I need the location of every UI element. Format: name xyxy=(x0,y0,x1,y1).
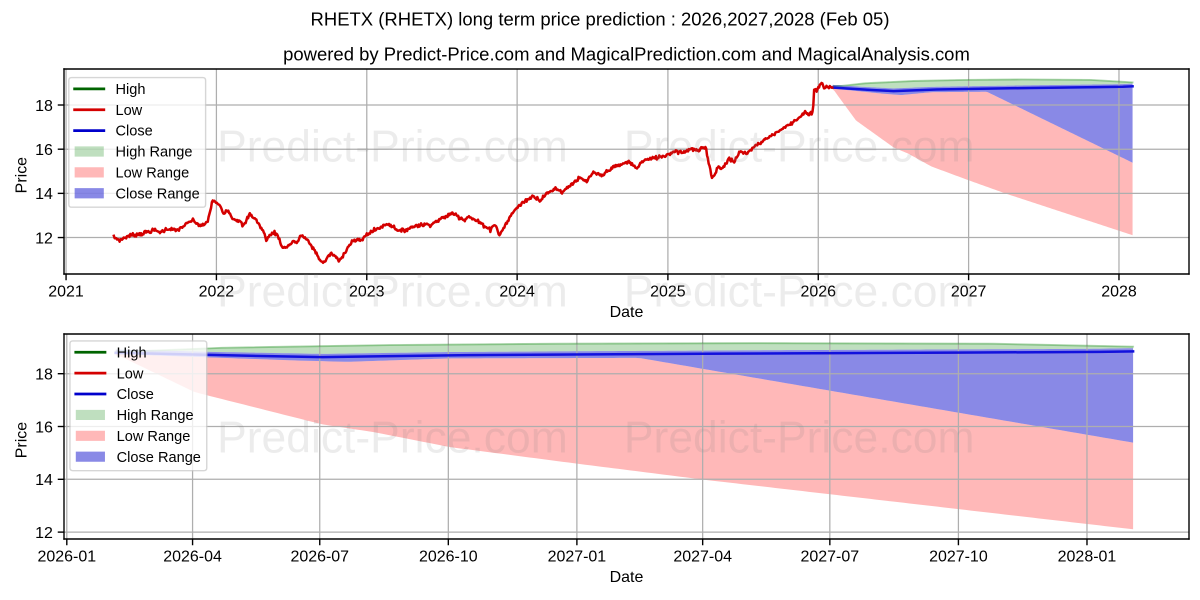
svg-text:powered by Predict-Price.com a: powered by Predict-Price.com and Magical… xyxy=(283,44,970,65)
svg-text:Predict-Price.com: Predict-Price.com xyxy=(624,413,975,462)
svg-text:Price: Price xyxy=(14,422,31,459)
svg-text:Predict-Price.com: Predict-Price.com xyxy=(217,267,568,316)
svg-text:Predict-Price.com: Predict-Price.com xyxy=(217,122,568,171)
svg-text:Predict-Price.com: Predict-Price.com xyxy=(624,267,975,316)
svg-text:2028: 2028 xyxy=(1101,284,1137,301)
svg-text:2028-01: 2028-01 xyxy=(1058,549,1117,566)
svg-text:16: 16 xyxy=(35,419,53,436)
svg-text:16: 16 xyxy=(35,142,53,159)
svg-text:Predict-Price.com: Predict-Price.com xyxy=(624,122,975,171)
svg-text:Date: Date xyxy=(610,569,644,586)
svg-text:Low Range: Low Range xyxy=(117,429,191,445)
svg-text:2026-10: 2026-10 xyxy=(419,549,478,566)
svg-text:2026-04: 2026-04 xyxy=(163,549,222,566)
svg-text:Close Range: Close Range xyxy=(117,450,201,466)
svg-text:Close: Close xyxy=(117,387,154,403)
svg-text:High: High xyxy=(117,345,147,361)
svg-text:High: High xyxy=(115,82,145,98)
svg-text:2026-01: 2026-01 xyxy=(37,549,96,566)
svg-text:2021: 2021 xyxy=(48,284,84,301)
svg-text:14: 14 xyxy=(35,186,53,203)
svg-text:2027-07: 2027-07 xyxy=(801,549,860,566)
svg-text:Price: Price xyxy=(14,157,31,194)
svg-text:Date: Date xyxy=(610,304,644,321)
svg-text:High Range: High Range xyxy=(117,408,194,424)
svg-text:High Range: High Range xyxy=(115,145,192,161)
svg-text:Low Range: Low Range xyxy=(115,165,189,181)
svg-text:2025: 2025 xyxy=(650,284,686,301)
svg-text:Close Range: Close Range xyxy=(115,186,199,202)
svg-text:Low: Low xyxy=(115,103,142,119)
svg-text:18: 18 xyxy=(35,98,53,115)
svg-text:14: 14 xyxy=(35,472,53,489)
svg-text:2023: 2023 xyxy=(349,284,385,301)
svg-text:2027-04: 2027-04 xyxy=(673,549,732,566)
svg-text:12: 12 xyxy=(35,230,53,247)
svg-text:2027-01: 2027-01 xyxy=(548,549,607,566)
svg-text:2026-07: 2026-07 xyxy=(290,549,349,566)
svg-text:2027-10: 2027-10 xyxy=(929,549,988,566)
svg-text:2026: 2026 xyxy=(800,284,836,301)
svg-text:2027: 2027 xyxy=(951,284,987,301)
svg-text:Close: Close xyxy=(115,124,152,140)
svg-text:Predict-Price.com: Predict-Price.com xyxy=(217,413,568,462)
svg-text:2022: 2022 xyxy=(199,284,235,301)
svg-text:2024: 2024 xyxy=(499,284,535,301)
svg-text:18: 18 xyxy=(35,366,53,383)
svg-text:Low: Low xyxy=(117,366,144,382)
svg-text:RHETX (RHETX) long term price: RHETX (RHETX) long term price prediction… xyxy=(311,8,890,29)
svg-text:12: 12 xyxy=(35,525,53,542)
